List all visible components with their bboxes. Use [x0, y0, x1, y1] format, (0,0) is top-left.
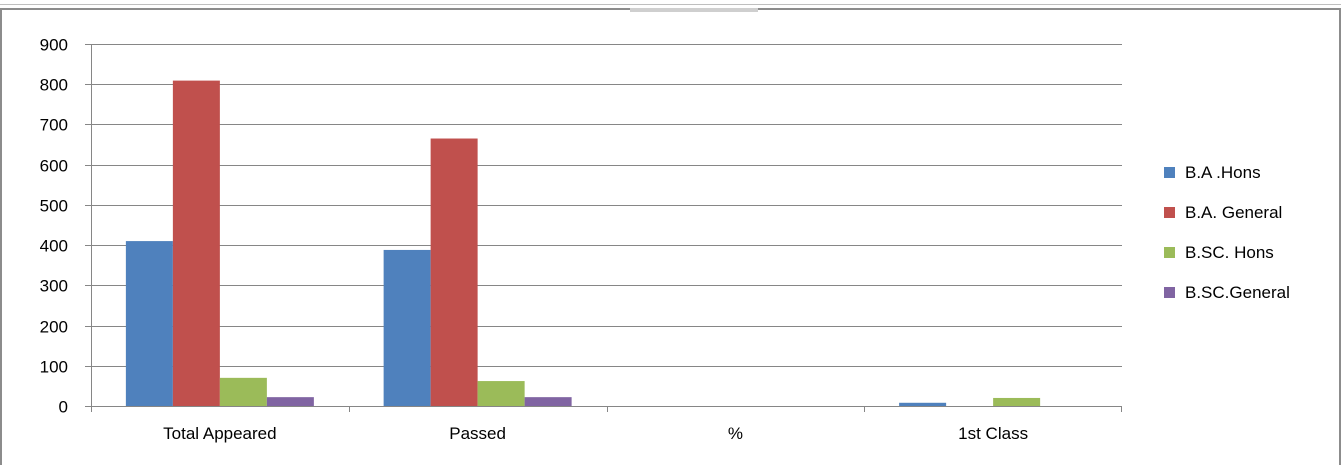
- bar-b-sc-hons-0: [219, 377, 267, 406]
- bar-b-a-general-1: [430, 138, 478, 406]
- y-tick-label: 500: [40, 197, 68, 216]
- bar-b-a-hons-0: [125, 241, 173, 406]
- legend: B.A .Hons B.A. General B.SC. Hons B.SC.Gene…: [1164, 163, 1290, 302]
- resize-handle[interactable]: [630, 8, 758, 12]
- x-tick-labels: Total Appeared Passed% 1st Class: [163, 424, 1028, 443]
- bar-b-sc-hons-3: [993, 397, 1041, 406]
- bar-b-a-general-0: [172, 80, 220, 406]
- y-tick-label: 100: [40, 358, 68, 377]
- bar-b-a-hons-1: [383, 249, 431, 406]
- x-tick-label: 1st Class: [958, 424, 1028, 443]
- y-tick-label: 300: [40, 277, 68, 296]
- bar-b-sc-general-1: [524, 397, 572, 406]
- axes: [85, 44, 1122, 412]
- bars: [125, 80, 1041, 406]
- frame-left-border: [0, 8, 2, 465]
- y-tick-label: 800: [40, 76, 68, 95]
- x-tick-label: %: [728, 424, 743, 443]
- legend-swatch: [1164, 287, 1175, 298]
- legend-label: B.SC.General: [1185, 283, 1290, 302]
- bar-b-sc-general-0: [266, 397, 314, 406]
- y-tick-label: 0: [59, 398, 68, 417]
- y-tick-label: 900: [40, 36, 68, 55]
- legend-label: B.A .Hons: [1185, 163, 1261, 182]
- legend-label: B.A. General: [1185, 203, 1282, 222]
- frame-right-border: [1339, 8, 1341, 465]
- legend-swatch: [1164, 167, 1175, 178]
- bar-b-sc-hons-1: [477, 381, 525, 406]
- y-tick-labels: 0 100 200 300 400 500 600 700 800 900: [40, 36, 68, 417]
- legend-swatch: [1164, 247, 1175, 258]
- y-tick-label: 700: [40, 116, 68, 135]
- y-tick-label: 400: [40, 237, 68, 256]
- x-tick-label: Passed: [449, 424, 506, 443]
- legend-label: B.SC. Hons: [1185, 243, 1274, 262]
- y-tick-label: 200: [40, 318, 68, 337]
- legend-swatch: [1164, 207, 1175, 218]
- y-tick-label: 600: [40, 157, 68, 176]
- gridlines: [91, 44, 1122, 367]
- bar-b-a-hons-3: [899, 402, 947, 406]
- x-tick-label: Total Appeared: [163, 424, 276, 443]
